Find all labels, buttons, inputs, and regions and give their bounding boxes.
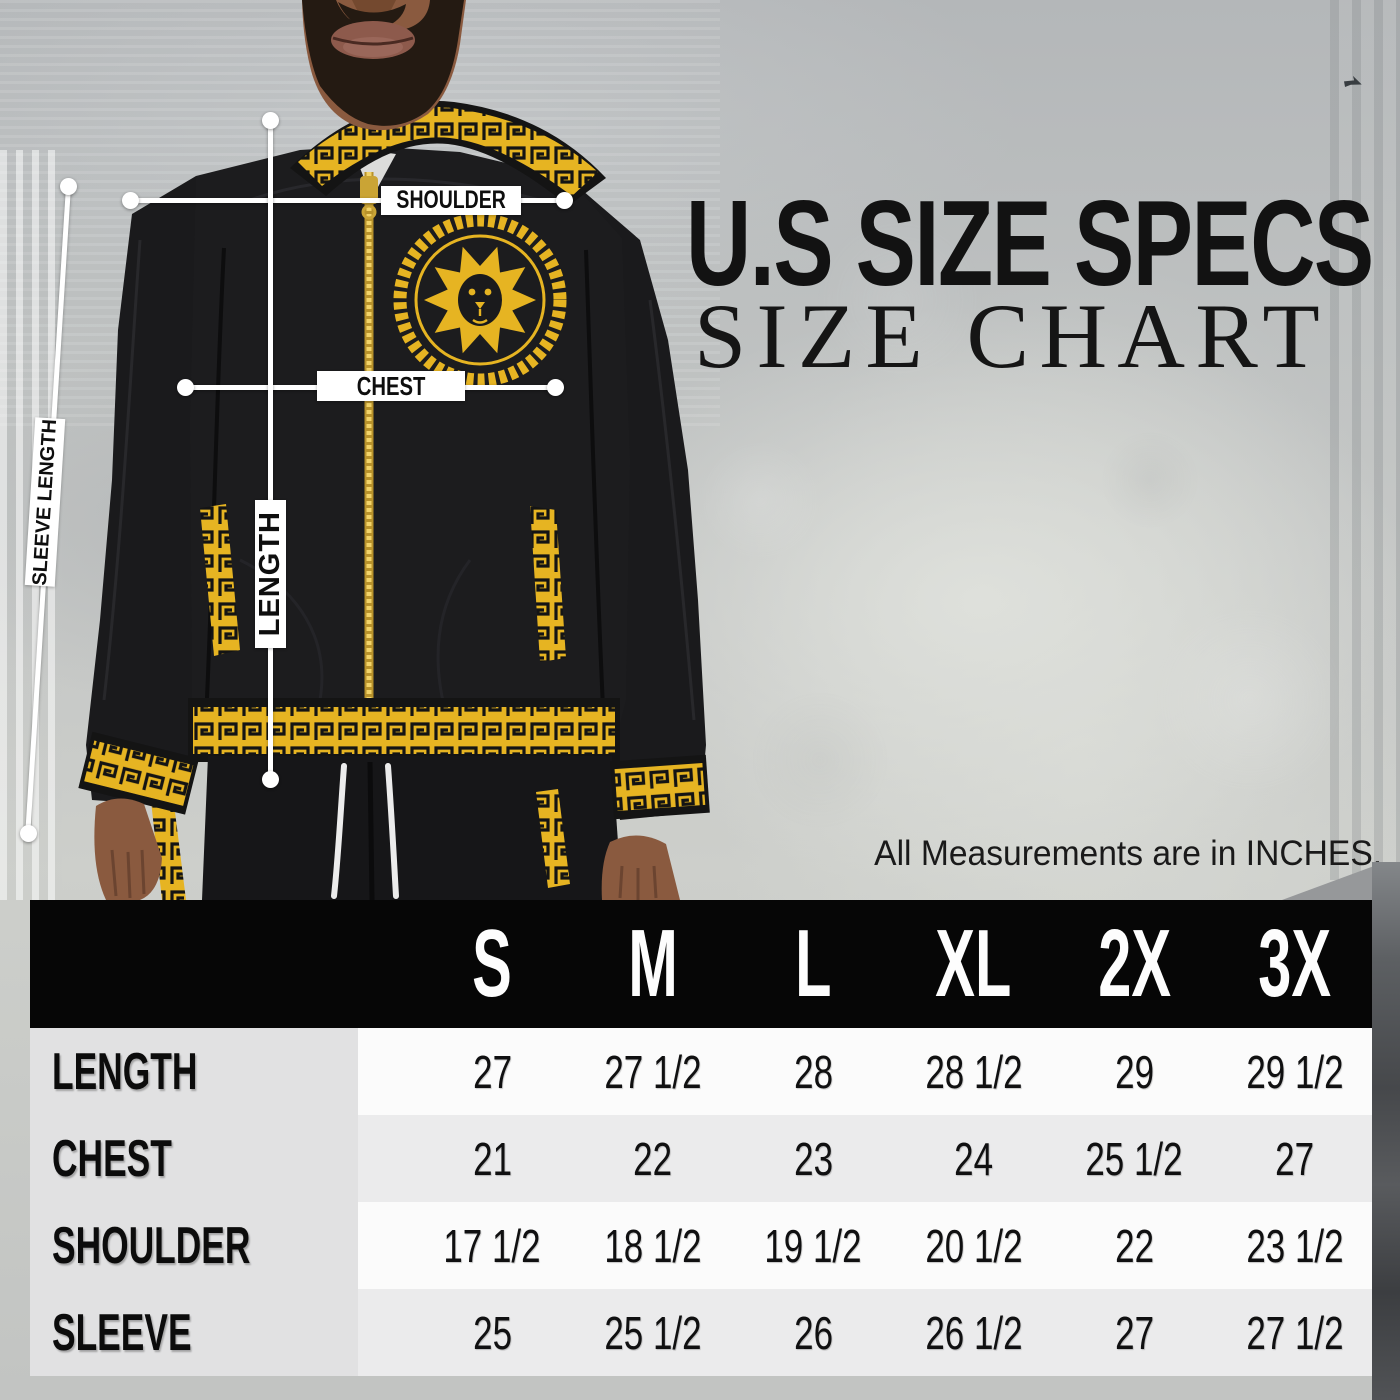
page-title-line1: U.S SIZE SPECS [686,175,1374,311]
size-value-cell: 29 1/2 [1246,1045,1344,1098]
lion-medallion-logo [393,213,567,387]
jacket-torso [190,146,630,756]
size-column-header: L [795,910,832,1017]
size-value-cell: 21 [472,1132,512,1185]
size-value-cell: 25 1/2 [604,1306,702,1359]
row-label: LENGTH [30,1028,358,1115]
size-value-cell: 22 [1114,1219,1154,1272]
row-label: CHEST [30,1115,358,1202]
size-value-cell: 23 1/2 [1246,1219,1344,1272]
size-chart-table: S M L XL 2X 3X LENGTH 27 27 1/2 28 28 1/2 29 29 1/2… [30,900,1375,1376]
sleeve-line-top-dot [60,178,77,195]
shoulder-measure-line [130,198,564,203]
size-table-header-row: S M L XL 2X 3X [30,900,1375,1028]
size-column-header: M [627,910,678,1017]
background-right-texture [1330,0,1400,880]
cuff-bands [78,731,710,820]
row-label: SHOULDER [30,1202,358,1289]
model-hands [94,798,680,900]
size-value-cell: 17 1/2 [443,1219,541,1272]
row-label: SLEEVE [30,1289,358,1376]
size-value-cell: 25 1/2 [1085,1132,1183,1185]
chest-measure-label: CHEST [317,371,465,401]
track-pants [150,756,622,900]
size-value-cell: 29 [1114,1045,1154,1098]
length-line-bottom-dot [262,771,279,788]
shoulder-measure-label: SHOULDER [381,186,521,215]
length-measure-label: LENGTH [254,500,286,648]
size-value-cell: 26 1/2 [925,1306,1023,1359]
size-value-cell: 22 [633,1132,673,1185]
size-value-cell: 26 [793,1306,833,1359]
size-value-cell: 19 1/2 [764,1219,862,1272]
table-row: SHOULDER 17 1/2 18 1/2 19 1/2 20 1/2 22 23 1/2 [30,1202,1375,1289]
size-value-cell: 28 1/2 [925,1045,1023,1098]
sleeve-line-bottom-dot [20,825,37,842]
size-value-cell: 23 [793,1132,833,1185]
shoulder-line-left-dot [122,192,139,209]
size-column-header: XL [935,910,1012,1017]
size-value-cell: 27 1/2 [1246,1306,1344,1359]
size-value-cell: 20 1/2 [925,1219,1023,1272]
size-value-cell: 27 [472,1045,512,1098]
size-value-cell: 28 [793,1045,833,1098]
model-face [302,0,466,131]
size-value-cell: 27 [1275,1132,1315,1185]
table-row: LENGTH 27 27 1/2 28 28 1/2 29 29 1/2 [30,1028,1375,1115]
size-value-cell: 18 1/2 [604,1219,702,1272]
length-measure-line [268,120,273,779]
pocket-trims [200,504,566,662]
chest-line-right-dot [547,379,564,396]
zipper [360,172,378,762]
shoulder-line-right-dot [556,192,573,209]
measurement-units-note: All Measurements are in INCHES. [874,834,1382,873]
size-column-header: 3X [1258,910,1332,1017]
background-rocks-right [1372,862,1400,1400]
hem-band [188,698,620,762]
size-table-body: LENGTH 27 27 1/2 28 28 1/2 29 29 1/2 CHEST 21 22 2… [30,1028,1375,1376]
size-value-cell: 27 1/2 [604,1045,702,1098]
chest-line-left-dot [177,379,194,396]
size-value-cell: 27 [1114,1306,1154,1359]
size-value-cell: 24 [954,1132,994,1185]
table-row: CHEST 21 22 23 24 25 1/2 27 [30,1115,1375,1202]
size-column-header: S [472,910,513,1017]
size-column-header: 2X [1097,910,1171,1017]
page-title-line2: SIZE CHART [694,285,1330,387]
length-line-top-dot [262,112,279,129]
table-row: SLEEVE 25 25 1/2 26 26 1/2 27 27 1/2 [30,1289,1375,1376]
size-value-cell: 25 [472,1306,512,1359]
model-photo [78,0,710,900]
